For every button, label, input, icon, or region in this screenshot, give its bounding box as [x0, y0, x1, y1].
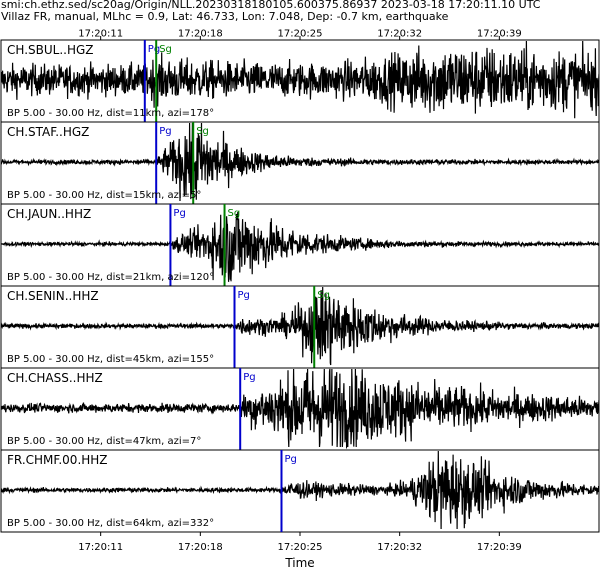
top-tick-label: 17:20:39: [477, 29, 522, 40]
filter-label: BP 5.00 - 30.00 Hz, dist=47km, azi=7°: [7, 436, 201, 447]
waveform-trace: [1, 450, 599, 530]
waveform-trace: [1, 211, 599, 282]
bottom-tick-label: 17:20:18: [178, 542, 223, 553]
sg-pick-label: Sg: [196, 126, 209, 137]
filter-label: BP 5.00 - 30.00 Hz, dist=15km, azi=5°: [7, 190, 201, 201]
station-label: CH.SENIN..HHZ: [7, 289, 99, 303]
top-tick-label: 17:20:25: [278, 29, 323, 40]
waveform-trace: [1, 286, 599, 366]
station-label: CH.CHASS..HHZ: [7, 371, 103, 385]
pg-pick-label: Pg: [238, 290, 250, 301]
filter-label: BP 5.00 - 30.00 Hz, dist=64km, azi=332°: [7, 518, 214, 529]
waveform-trace: [1, 368, 599, 450]
bottom-axis-ticks: 17:20:11 17:20:18 17:20:25 17:20:32 17:20:39: [78, 532, 522, 553]
pg-pick-label: Pg: [159, 126, 171, 137]
x-axis-label: Time: [284, 556, 314, 570]
waveform-trace: [1, 122, 599, 202]
panel-ch-chass--hhz: Pg CH.CHASS..HHZ BP 5.00 - 30.00 Hz, dist=…: [0, 367, 600, 451]
pg-pick-label: Pg: [173, 208, 185, 219]
header-subtitle: Villaz FR, manual, MLhc = 0.9, Lat: 46.7…: [1, 10, 449, 23]
filter-label: BP 5.00 - 30.00 Hz, dist=11km, azi=178°: [7, 108, 214, 119]
station-label: FR.CHMF.00.HHZ: [7, 453, 108, 467]
bottom-tick-label: 17:20:25: [278, 542, 323, 553]
panel-ch-jaun--hhz: Pg Sg CH.JAUN..HHZ BP 5.00 - 30.00 Hz, dist…: [0, 203, 600, 287]
waveform-trace: [1, 40, 599, 119]
panel-fr-chmf-00-hhz: Pg FR.CHMF.00.HHZ BP 5.00 - 30.00 Hz, dist…: [0, 449, 600, 533]
filter-label: BP 5.00 - 30.00 Hz, dist=45km, azi=155°: [7, 354, 214, 365]
bottom-tick-label: 17:20:39: [477, 542, 522, 553]
station-label: CH.STAF..HGZ: [7, 125, 89, 139]
bottom-tick-label: 17:20:32: [377, 542, 422, 553]
bottom-tick-label: 17:20:11: [78, 542, 123, 553]
panel-ch-senin--hhz: Pg Sg CH.SENIN..HHZ BP 5.00 - 30.00 Hz, dis…: [0, 285, 600, 369]
header-title: smi:ch.ethz.sed/sc20ag/Origin/NLL.202303…: [1, 0, 541, 11]
pg-pick-label: Pg: [284, 454, 296, 465]
top-tick-label: 17:20:11: [78, 29, 123, 40]
sg-pick-label: Sg: [159, 44, 172, 55]
station-label: CH.JAUN..HHZ: [7, 207, 91, 221]
pg-pick-label: Pg: [148, 44, 160, 55]
top-tick-label: 17:20:18: [178, 29, 223, 40]
sg-pick-label: Sg: [228, 208, 241, 219]
panel-ch-staf--hgz: Pg Sg CH.STAF..HGZ BP 5.00 - 30.00 Hz, dist…: [0, 121, 600, 205]
sg-pick-label: Sg: [317, 290, 330, 301]
pg-pick-label: Pg: [243, 372, 255, 383]
filter-label: BP 5.00 - 30.00 Hz, dist=21km, azi=120°: [7, 272, 214, 283]
top-axis-ticks: 17:20:11 17:20:18 17:20:25 17:20:32 17:20:39: [78, 29, 522, 40]
top-tick-label: 17:20:32: [377, 29, 422, 40]
station-label: CH.SBUL..HGZ: [7, 43, 94, 57]
